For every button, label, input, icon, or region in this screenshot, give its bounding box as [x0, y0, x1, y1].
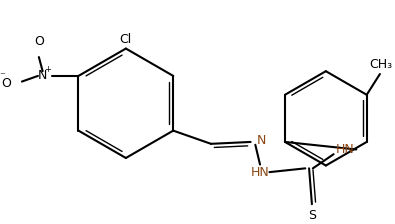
Text: S: S [308, 209, 316, 222]
Text: Cl: Cl [120, 33, 132, 46]
Text: ⁻: ⁻ [0, 71, 5, 81]
Text: +: + [44, 65, 51, 74]
Text: N: N [38, 69, 47, 82]
Text: CH₃: CH₃ [369, 58, 392, 71]
Text: O: O [34, 35, 44, 48]
Text: N: N [256, 134, 265, 146]
Text: HN: HN [336, 143, 354, 156]
Text: HN: HN [251, 166, 269, 179]
Text: O: O [2, 77, 11, 90]
